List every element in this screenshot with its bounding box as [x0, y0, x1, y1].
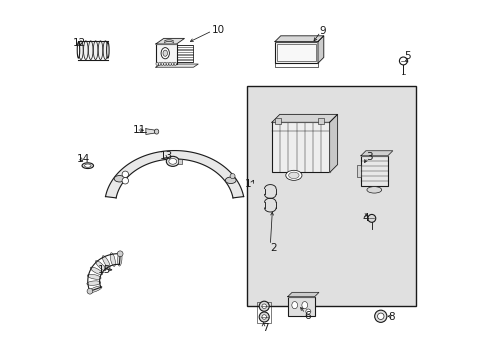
- Ellipse shape: [84, 164, 91, 167]
- Polygon shape: [105, 150, 243, 198]
- Bar: [360, 156, 387, 186]
- Text: 3: 3: [366, 152, 372, 162]
- Text: 5: 5: [403, 51, 410, 61]
- Ellipse shape: [225, 177, 236, 184]
- Text: 2: 2: [270, 243, 276, 253]
- Circle shape: [122, 177, 128, 184]
- Circle shape: [259, 301, 269, 311]
- Ellipse shape: [163, 62, 166, 66]
- Circle shape: [399, 57, 407, 65]
- Polygon shape: [287, 292, 318, 297]
- Circle shape: [367, 215, 375, 222]
- Ellipse shape: [168, 158, 176, 164]
- Ellipse shape: [166, 62, 168, 66]
- Bar: [356, 165, 360, 177]
- Polygon shape: [360, 151, 392, 156]
- Bar: [247, 86, 415, 306]
- Circle shape: [87, 288, 93, 294]
- Circle shape: [305, 309, 310, 314]
- Ellipse shape: [98, 41, 102, 59]
- Ellipse shape: [93, 41, 98, 59]
- Ellipse shape: [291, 302, 297, 309]
- Ellipse shape: [89, 286, 102, 293]
- Ellipse shape: [90, 267, 102, 275]
- Circle shape: [117, 251, 123, 257]
- Bar: [274, 118, 280, 124]
- Ellipse shape: [118, 252, 122, 266]
- Polygon shape: [145, 129, 155, 134]
- Ellipse shape: [174, 62, 176, 66]
- Ellipse shape: [168, 62, 171, 66]
- Ellipse shape: [102, 256, 110, 268]
- Text: 14: 14: [77, 154, 90, 164]
- Ellipse shape: [83, 41, 88, 59]
- Polygon shape: [271, 114, 337, 122]
- Bar: [156, 44, 176, 64]
- Ellipse shape: [88, 41, 93, 59]
- Bar: [271, 122, 329, 172]
- Text: 9: 9: [319, 26, 326, 36]
- Text: 13: 13: [160, 150, 173, 161]
- Ellipse shape: [87, 281, 101, 285]
- Ellipse shape: [79, 41, 83, 59]
- Bar: [176, 45, 193, 62]
- Text: 15: 15: [98, 265, 111, 275]
- Ellipse shape: [301, 302, 307, 309]
- Text: 11: 11: [132, 125, 145, 135]
- Bar: [287, 297, 314, 316]
- Circle shape: [262, 304, 266, 309]
- Ellipse shape: [77, 42, 80, 58]
- Ellipse shape: [114, 176, 125, 182]
- Text: 8: 8: [387, 312, 394, 322]
- Circle shape: [374, 310, 386, 322]
- Text: 12: 12: [73, 38, 86, 48]
- Polygon shape: [156, 39, 184, 44]
- Ellipse shape: [95, 261, 106, 271]
- Ellipse shape: [163, 50, 167, 56]
- Text: 4: 4: [362, 213, 369, 222]
- Bar: [277, 44, 315, 60]
- Circle shape: [229, 174, 235, 179]
- Bar: [274, 41, 317, 63]
- Ellipse shape: [161, 48, 169, 59]
- Bar: [318, 118, 323, 124]
- Polygon shape: [317, 36, 323, 63]
- Ellipse shape: [288, 172, 299, 179]
- Ellipse shape: [106, 42, 109, 58]
- Ellipse shape: [87, 274, 101, 279]
- Ellipse shape: [161, 62, 163, 66]
- Polygon shape: [274, 36, 323, 41]
- Text: 1: 1: [244, 179, 251, 189]
- Ellipse shape: [154, 129, 159, 134]
- Polygon shape: [329, 114, 337, 172]
- Bar: [178, 159, 182, 163]
- Ellipse shape: [171, 62, 173, 66]
- Circle shape: [122, 171, 128, 177]
- Ellipse shape: [156, 62, 158, 66]
- Text: 7: 7: [261, 323, 268, 333]
- Text: 6: 6: [304, 311, 310, 320]
- Circle shape: [377, 313, 383, 319]
- Text: 10: 10: [211, 25, 224, 35]
- Ellipse shape: [285, 170, 301, 180]
- Bar: [257, 302, 271, 323]
- Circle shape: [259, 312, 269, 322]
- Polygon shape: [156, 64, 198, 67]
- Ellipse shape: [166, 156, 179, 166]
- Ellipse shape: [82, 163, 93, 168]
- Ellipse shape: [103, 41, 107, 59]
- Ellipse shape: [110, 253, 115, 266]
- Circle shape: [262, 315, 266, 319]
- Ellipse shape: [158, 62, 161, 66]
- Ellipse shape: [366, 186, 381, 193]
